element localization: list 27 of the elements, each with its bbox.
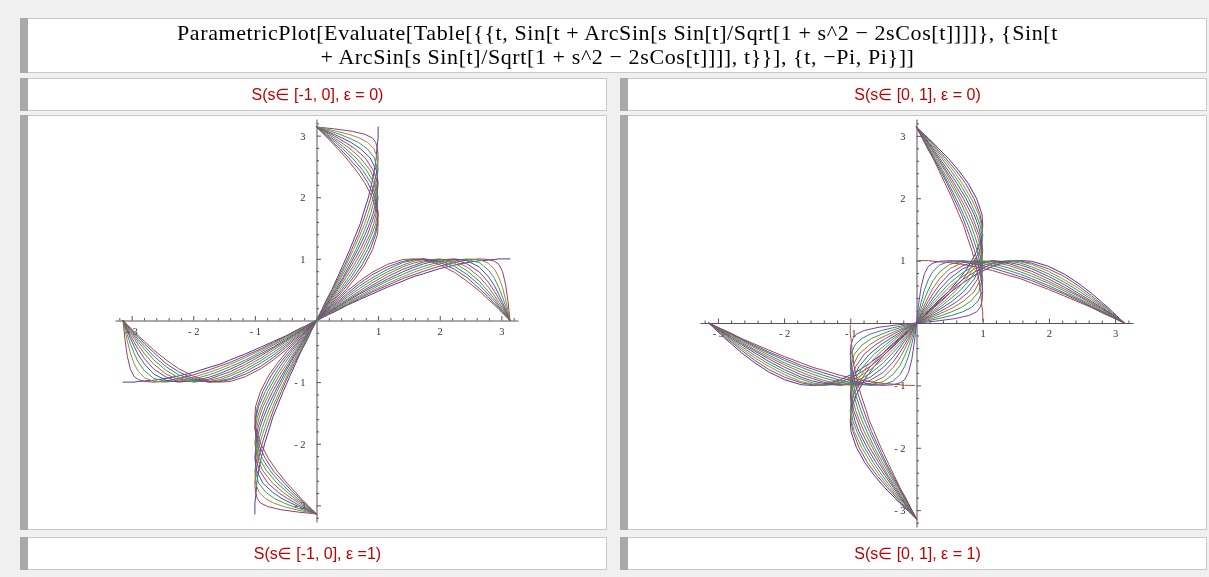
chart-title: S(s∈ [0, 1], ε = 0) [853, 85, 982, 105]
x-tick-label: - 3 [126, 325, 138, 337]
text: ParametricPlot[Evaluate[Table[{{t, Sin[t + ArcSin[s Sin[t]/Sqrt[1 + s^2 − 2sCos[t]]]]}, {Sin[t + ArcSin[s Sin[t]/Sqrt[1 + s^2 − 2sCos[t]]]], t}}], {t, −Pi, Pi}]] [176, 20, 1059, 69]
x-tick-label: - 1 [249, 325, 262, 337]
y-tick-label: 3 [300, 130, 306, 142]
text: S(s∈ [0, 1], ε = 1) [854, 544, 981, 563]
x-tick-label: - 2 [778, 328, 791, 340]
y-tick-label: - 2 [894, 442, 906, 454]
y-tick-label: 2 [300, 192, 306, 204]
y-tick-label: - 3 [294, 500, 306, 512]
x-tick-label: 1 [376, 325, 382, 337]
x-tick-label: - 2 [188, 325, 200, 337]
x-tick-label: 3 [499, 325, 505, 337]
y-tick-label: 2 [900, 193, 906, 205]
y-tick-label: - 1 [294, 376, 306, 388]
x-tick-label: 2 [437, 325, 443, 337]
y-tick-label: - 3 [894, 505, 906, 517]
y-tick-label: 3 [900, 130, 906, 142]
y-tick-label: 1 [900, 255, 906, 267]
x-tick-label: 3 [1113, 328, 1119, 340]
x-tick-label: 2 [1046, 328, 1053, 340]
y-tick-label: 1 [300, 253, 306, 265]
y-tick-label: - 2 [294, 438, 306, 450]
y-tick-label: - 1 [894, 380, 906, 392]
text: S(s∈ [-1, 0], ε =1) [253, 544, 382, 563]
x-tick-label: 1 [980, 328, 986, 340]
chart-title: S(s∈ [-1, 0], ε = 0) [250, 85, 385, 105]
